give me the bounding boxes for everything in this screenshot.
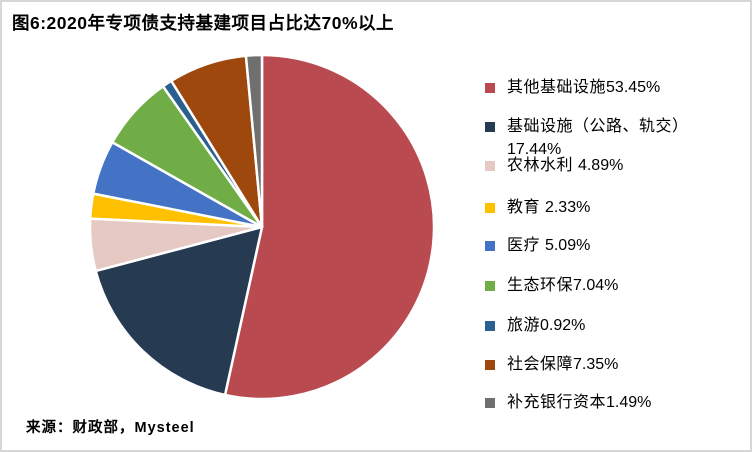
legend-label: 旅游0.92% [507,317,586,334]
legend-item: 旅游0.92% [485,314,747,337]
legend-label: 农林水利 4.89% [507,157,624,174]
legend-label: 其他基础设施53.45% [507,79,661,96]
legend: 其他基础设施53.45% 基础设施（公路、轨交）17.44% 农林水利 4.89… [485,2,747,450]
legend-swatch-icon [485,281,495,291]
legend-swatch-icon [485,122,495,132]
legend-swatch-icon [485,161,495,171]
legend-label: 补充银行资本1.49% [507,394,652,411]
legend-item: 补充银行资本1.49% [485,391,747,414]
pie-slice-8 [244,53,264,229]
pie-chart [88,53,436,401]
pie-slice-1 [94,225,264,397]
legend-item: 社会保障7.35% [485,353,747,376]
legend-item: 其他基础设施53.45% [485,76,747,99]
legend-label: 生态环保7.04% [507,277,619,294]
source-note: 来源：财政部，Mysteel [26,420,195,436]
legend-label: 基础设施（公路、轨交）17.44% [507,118,689,158]
legend-swatch-icon [485,83,495,93]
legend-swatch-icon [485,360,495,370]
legend-item: 教育 2.33% [485,196,747,219]
legend-label: 社会保障7.35% [507,356,619,373]
legend-item: 医疗 5.09% [485,234,747,257]
legend-item: 农林水利 4.89% [485,154,747,177]
legend-swatch-icon [485,321,495,331]
legend-item: 基础设施（公路、轨交）17.44% [485,115,747,161]
pie-slice-0 [223,53,436,401]
chart-title: 图6:2020年专项债支持基建项目占比达70%以上 [12,13,395,33]
legend-swatch-icon [485,241,495,251]
legend-item: 生态环保7.04% [485,274,747,297]
legend-label: 医疗 5.09% [507,237,591,254]
legend-swatch-icon [485,203,495,213]
legend-label: 教育 2.33% [507,199,591,216]
legend-swatch-icon [485,398,495,408]
